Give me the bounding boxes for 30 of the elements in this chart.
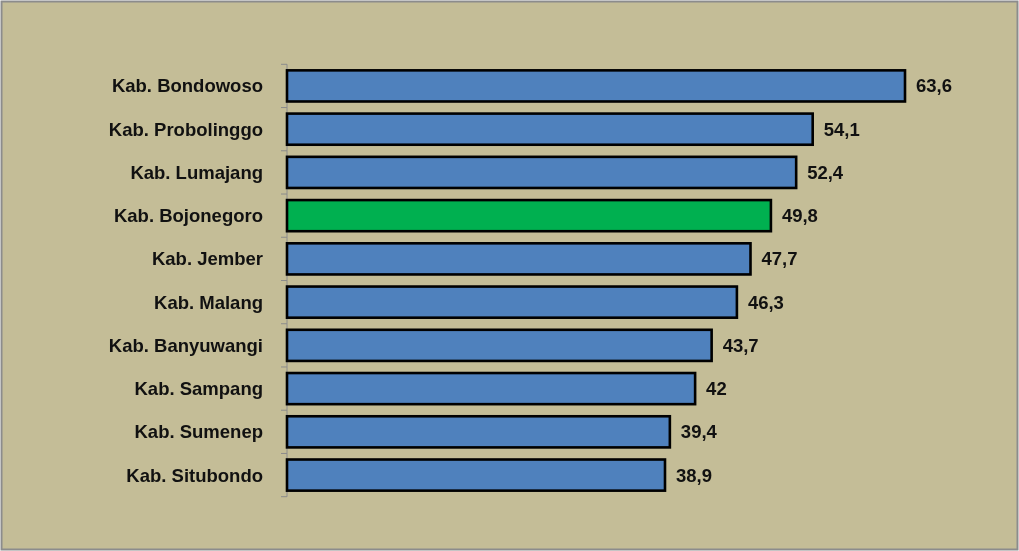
y-tick-label: Kab. Malang — [154, 291, 263, 313]
y-tick-label: Kab. Sumenep — [134, 421, 263, 443]
data-label: 52,4 — [807, 161, 844, 183]
data-label: 38,9 — [675, 464, 713, 486]
data-label: 49,8 — [781, 205, 818, 227]
y-tick-label: Kab. Banyuwangi — [108, 334, 263, 356]
data-label: 43,7 — [722, 334, 759, 356]
bar — [285, 242, 752, 276]
bar — [285, 155, 798, 190]
y-tick-label: Kab. Sampang — [134, 378, 263, 400]
data-label: 42 — [706, 378, 727, 400]
data-label: 54,1 — [823, 118, 860, 140]
y-tick-label: Kab. Bojonegoro — [113, 205, 263, 227]
bar — [285, 69, 907, 103]
y-tick-label: Kab. Bondowoso — [111, 75, 263, 97]
data-label: 63,6 — [916, 75, 953, 97]
bar — [285, 371, 697, 406]
y-tick-label: Kab. Probolinggo — [108, 118, 263, 140]
y-tick-label: Kab. Situbondo — [126, 464, 263, 486]
bar — [285, 458, 667, 492]
bar — [285, 328, 713, 363]
bar — [285, 414, 672, 449]
y-tick-label: Kab. Jember — [151, 248, 263, 270]
bar — [285, 198, 773, 233]
data-label: 47,7 — [761, 248, 798, 270]
bar — [285, 112, 814, 147]
bar — [285, 285, 739, 319]
data-label: 46,3 — [747, 291, 784, 313]
y-tick-label: Kab. Lumajang — [130, 161, 263, 183]
data-label: 39,4 — [680, 421, 718, 443]
